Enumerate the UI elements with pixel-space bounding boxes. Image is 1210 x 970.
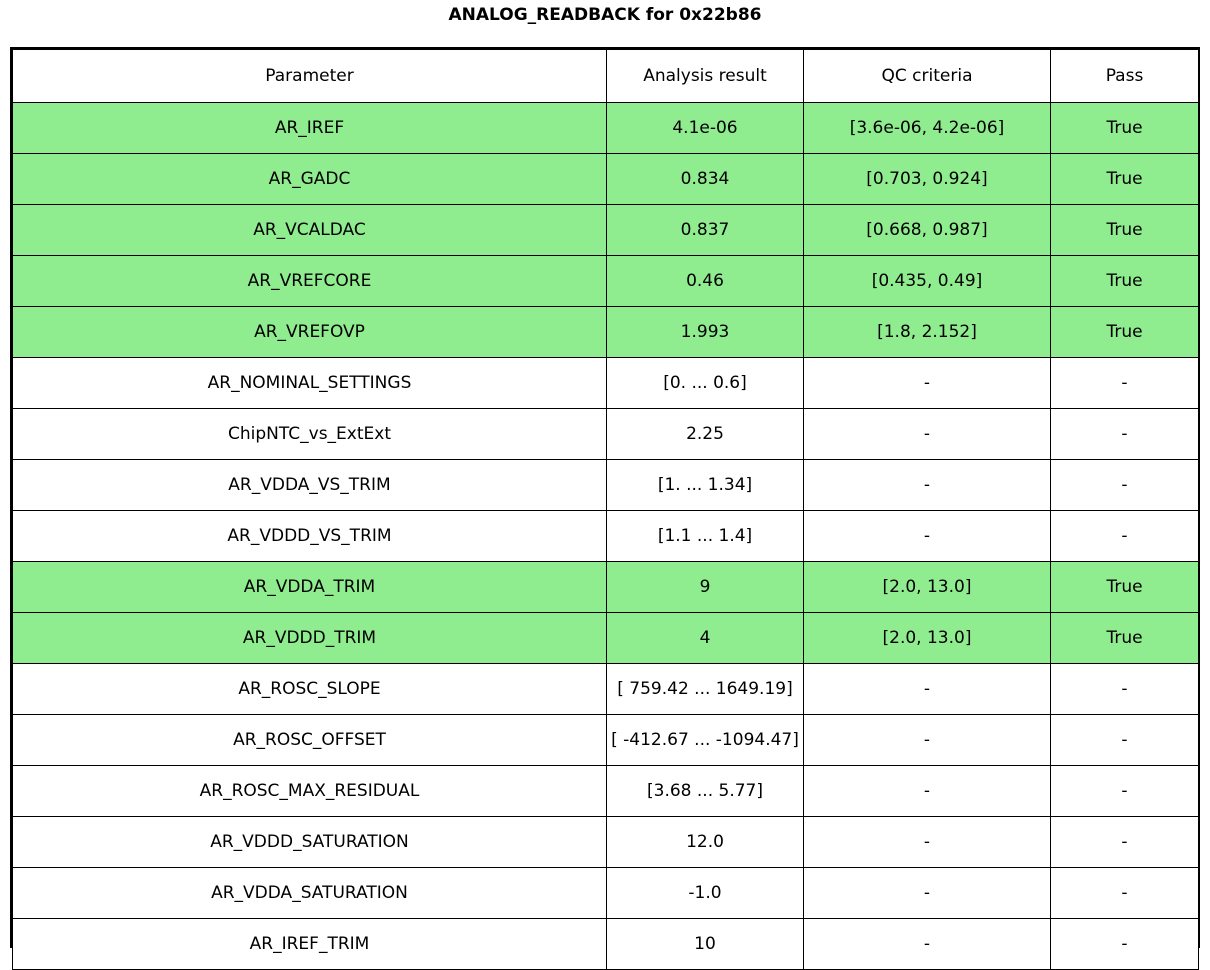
cell-pass: True [1050,153,1199,205]
cell-analysis-result: 10 [606,918,804,970]
cell-qc-criteria: [0.703, 0.924] [803,153,1051,205]
cell-qc-criteria: [2.0, 13.0] [803,612,1051,664]
cell-analysis-result: [ 759.42 ... 1649.19] [606,663,804,715]
column-header-parameter: Parameter [12,49,607,103]
column-header-analysis-result: Analysis result [606,49,804,103]
table-row: AR_IREF_TRIM 10- - [12,918,1199,970]
cell-parameter: AR_VREFOVP [12,306,607,358]
cell-pass: - [1050,816,1199,868]
cell-analysis-result-text: [ 759.42 ... 1649.19] [617,679,793,699]
table-row: AR_ROSC_OFFSET[ -412.67 ... -1094.47] - - [12,714,1199,766]
cell-analysis-result: [0. ... 0.6] [606,357,804,409]
cell-parameter: AR_VCALDAC [12,204,607,256]
table-row: AR_VDDA_VS_TRIM [1. ... 1.34] - - [12,459,1199,511]
cell-qc-criteria: - [803,765,1051,817]
table-row: AR_IREF 4.1e-06 [3.6e-06, 4.2e-06] True [12,102,1199,154]
cell-pass: - [1050,357,1199,409]
cell-parameter: AR_VDDA_VS_TRIM [12,459,607,511]
cell-analysis-result: 4 [606,612,804,664]
cell-analysis-result: [1.1 ... 1.4] [606,510,804,562]
table-body: AR_IREF 4.1e-06 [3.6e-06, 4.2e-06] True AR_G… [12,102,1199,970]
cell-analysis-result: -1.0 [606,867,804,919]
cell-analysis-result: 9 [606,561,804,613]
cell-qc-criteria: [3.6e-06, 4.2e-06] [803,102,1051,154]
cell-qc-criteria: [0.668, 0.987] [803,204,1051,256]
cell-parameter: AR_IREF [12,102,607,154]
cell-pass: - [1050,510,1199,562]
cell-analysis-result: 2.25 [606,408,804,460]
cell-qc-criteria: [1.8, 2.152] [803,306,1051,358]
cell-qc-criteria: [2.0, 13.0] [803,561,1051,613]
cell-analysis-result: 1.993 [606,306,804,358]
qc-table-container: Parameter Analysis result QC criteria Pa… [10,47,1200,970]
table-header: Parameter Analysis result QC criteria Pa… [12,49,1199,103]
table-row: AR_ROSC_SLOPE[ 759.42 ... 1649.19] - - [12,663,1199,715]
cell-analysis-result: [3.68 ... 5.77] [606,765,804,817]
cell-pass: - [1050,765,1199,817]
cell-pass: - [1050,714,1199,766]
cell-qc-criteria: [0.435, 0.49] [803,255,1051,307]
table-row: AR_VDDD_VS_TRIM [1.1 ... 1.4] - - [12,510,1199,562]
table-header-row: Parameter Analysis result QC criteria Pa… [12,49,1199,103]
cell-parameter: AR_NOMINAL_SETTINGS [12,357,607,409]
cell-parameter: AR_VDDA_SATURATION [12,867,607,919]
table-row: AR_VDDA_SATURATION -1.0- - [12,867,1199,919]
cell-qc-criteria: - [803,357,1051,409]
cell-parameter: AR_ROSC_SLOPE [12,663,607,715]
cell-pass: True [1050,102,1199,154]
cell-parameter: AR_GADC [12,153,607,205]
cell-analysis-result: [ -412.67 ... -1094.47] [606,714,804,766]
cell-pass: - [1050,459,1199,511]
table-row: AR_GADC 0.834 [0.703, 0.924] True [12,153,1199,205]
cell-pass: True [1050,306,1199,358]
qc-table: Parameter Analysis result QC criteria Pa… [12,49,1199,970]
table-row: AR_VREFCORE 0.46 [0.435, 0.49] True [12,255,1199,307]
cell-qc-criteria: - [803,459,1051,511]
table-row: AR_NOMINAL_SETTINGS [0. ... 0.6] - - [12,357,1199,409]
table-row: AR_VDDD_SATURATION 12.0- - [12,816,1199,868]
cell-parameter: AR_VDDD_VS_TRIM [12,510,607,562]
cell-analysis-result: 0.834 [606,153,804,205]
cell-qc-criteria: - [803,918,1051,970]
cell-analysis-result: 0.46 [606,255,804,307]
column-header-pass: Pass [1050,49,1199,103]
cell-parameter: AR_IREF_TRIM [12,918,607,970]
cell-pass: - [1050,867,1199,919]
cell-analysis-result: [1. ... 1.34] [606,459,804,511]
cell-parameter: AR_VDDD_TRIM [12,612,607,664]
cell-analysis-result: 4.1e-06 [606,102,804,154]
cell-parameter: AR_VDDD_SATURATION [12,816,607,868]
cell-analysis-result-text: [ -412.67 ... -1094.47] [611,730,799,750]
table-row: AR_VREFOVP 1.993 [1.8, 2.152] True [12,306,1199,358]
cell-pass: - [1050,408,1199,460]
cell-qc-criteria: - [803,408,1051,460]
table-row: ChipNTC_vs_ExtExt 2.25- - [12,408,1199,460]
cell-pass: - [1050,918,1199,970]
cell-parameter: AR_ROSC_MAX_RESIDUAL [12,765,607,817]
column-header-qc-criteria: QC criteria [803,49,1051,103]
cell-qc-criteria: - [803,816,1051,868]
cell-pass: True [1050,204,1199,256]
table-row: AR_VDDD_TRIM 4 [2.0, 13.0] True [12,612,1199,664]
cell-analysis-result: 12.0 [606,816,804,868]
table-row: AR_VCALDAC 0.837 [0.668, 0.987] True [12,204,1199,256]
cell-parameter: ChipNTC_vs_ExtExt [12,408,607,460]
table-row: AR_ROSC_MAX_RESIDUAL [3.68 ... 5.77] - - [12,765,1199,817]
cell-pass: True [1050,561,1199,613]
cell-parameter: AR_ROSC_OFFSET [12,714,607,766]
cell-pass: True [1050,612,1199,664]
cell-analysis-result: 0.837 [606,204,804,256]
cell-qc-criteria: - [803,867,1051,919]
table-row: AR_VDDA_TRIM 9 [2.0, 13.0] True [12,561,1199,613]
cell-qc-criteria: - [803,663,1051,715]
cell-pass: - [1050,663,1199,715]
page-title: ANALOG_READBACK for 0x22b86 [448,5,762,25]
cell-pass: True [1050,255,1199,307]
cell-parameter: AR_VREFCORE [12,255,607,307]
cell-qc-criteria: - [803,714,1051,766]
cell-parameter: AR_VDDA_TRIM [12,561,607,613]
cell-qc-criteria: - [803,510,1051,562]
